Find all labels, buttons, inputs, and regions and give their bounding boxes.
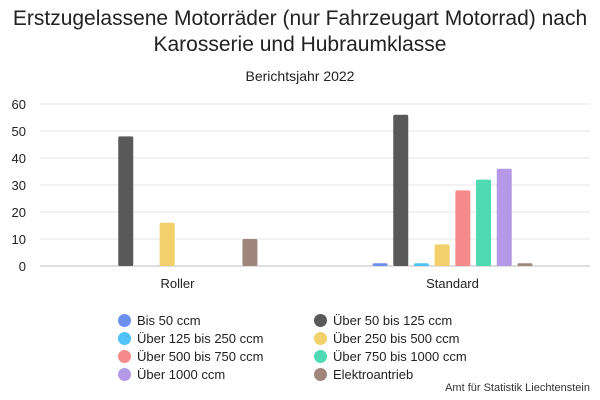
legend-item[interactable]: Über 750 bis 1000 ccm	[314, 348, 510, 365]
legend-item[interactable]: Bis 50 ccm	[118, 312, 314, 329]
y-tick-label: 40	[12, 151, 26, 166]
legend-label: Über 750 bis 1000 ccm	[333, 349, 467, 364]
legend-swatch	[118, 314, 131, 327]
legend-swatch	[314, 332, 327, 345]
legend-item[interactable]: Über 500 bis 750 ccm	[118, 348, 314, 365]
legend-swatch	[314, 314, 327, 327]
bar	[455, 190, 471, 266]
legend-item[interactable]: Elektroantrieb	[314, 366, 510, 383]
y-tick-label: 10	[12, 232, 26, 247]
legend-item[interactable]: Über 50 bis 125 ccm	[314, 312, 510, 329]
legend-swatch	[118, 332, 131, 345]
x-category-label: Standard	[426, 276, 479, 291]
legend-swatch	[118, 350, 131, 363]
legend-swatch	[314, 350, 327, 363]
bar	[118, 136, 134, 266]
legend-item[interactable]: Über 125 bis 250 ccm	[118, 330, 314, 347]
legend-label: Über 50 bis 125 ccm	[333, 313, 453, 328]
legend-swatch	[118, 368, 131, 381]
y-tick-label: 0	[19, 259, 26, 274]
y-tick-label: 50	[12, 124, 26, 139]
x-category-label: Roller	[161, 276, 196, 291]
chart-subtitle: Berichtsjahr 2022	[245, 68, 355, 84]
legend-label: Über 250 bis 500 ccm	[333, 331, 460, 346]
bar	[476, 179, 492, 266]
legend-label: Über 125 bis 250 ccm	[137, 331, 264, 346]
chart-legend: Bis 50 ccm Über 50 bis 125 ccm Über 125 bi…	[118, 312, 518, 383]
bar	[517, 263, 533, 266]
legend-item[interactable]: Über 250 bis 500 ccm	[314, 330, 510, 347]
y-tick-label: 20	[12, 205, 26, 220]
bar	[159, 222, 175, 266]
y-tick-label: 60	[12, 97, 26, 112]
chart-title: Erstzugelassene Motorräder (nur Fahrzeug…	[12, 7, 588, 56]
legend-swatch	[314, 368, 327, 381]
bar	[413, 263, 429, 266]
bar	[434, 244, 450, 266]
bar	[372, 263, 388, 266]
bar	[242, 239, 258, 266]
legend-label: Bis 50 ccm	[137, 313, 201, 328]
y-tick-label: 30	[12, 178, 26, 193]
legend-item[interactable]: Über 1000 ccm	[118, 366, 314, 383]
bar-chart: 0 10 20 30 40 50 60 Roller Standard	[12, 97, 590, 291]
legend-label: Elektroantrieb	[333, 367, 414, 382]
source-credit: Amt für Statistik Liechtenstein	[445, 382, 590, 394]
legend-label: Über 1000 ccm	[137, 367, 226, 382]
bar	[496, 168, 512, 266]
bar	[393, 114, 409, 266]
legend-label: Über 500 bis 750 ccm	[137, 349, 264, 364]
